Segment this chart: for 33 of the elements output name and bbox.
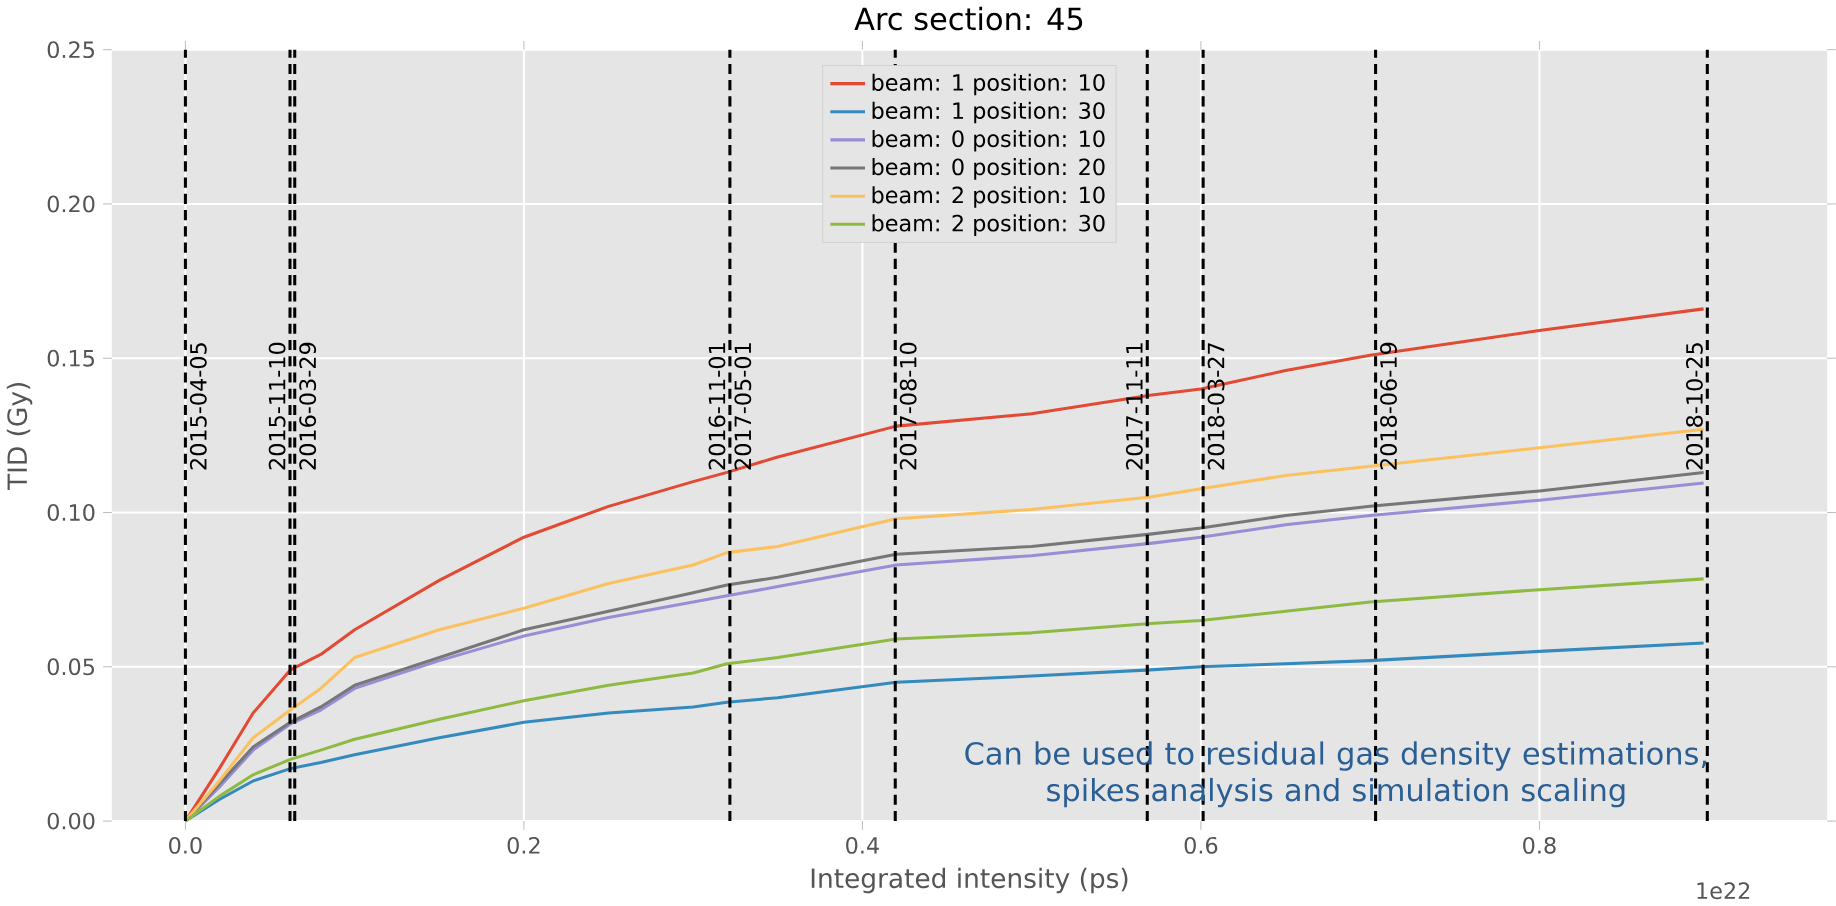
y-axis-title: TID (Gy) xyxy=(6,383,33,491)
x-tick-label: 0.2 xyxy=(507,836,540,854)
x-tick-label: 0.6 xyxy=(1184,836,1218,854)
annotation: 2017-11-11 xyxy=(1125,343,1143,470)
y-tick-label: 0.00 xyxy=(47,812,95,830)
annotation: 2015-11-10 xyxy=(268,342,286,470)
y-tick-label: 0.05 xyxy=(47,658,94,676)
legend-label: beam: 2 position: 10 xyxy=(872,186,1105,208)
annotation: 2018-06-19 xyxy=(1380,342,1397,470)
chart-title: Arc section: 45 xyxy=(854,6,1083,31)
annotation: 2017-05-01 xyxy=(734,343,752,470)
annotation: 2016-03-29 xyxy=(299,342,317,470)
annotation: 2016-11-01 xyxy=(708,343,726,470)
legend-label: beam: 1 position: 30 xyxy=(872,101,1105,124)
annotation: 2018-10-25 xyxy=(1685,343,1703,470)
x-axis-title: Integrated intensity (ps) xyxy=(811,867,1128,894)
legend-label: beam: 1 position: 10 xyxy=(872,73,1105,96)
y-tick-label: 0.20 xyxy=(47,195,95,213)
annotation: 2015-04-05 xyxy=(189,343,207,470)
line-series xyxy=(183,577,1706,823)
y-tick-label: 0.25 xyxy=(47,41,94,59)
annotation: 2018-03-27 xyxy=(1207,343,1225,470)
x-tick-label: 0.0 xyxy=(169,836,202,854)
annotation: 2017-08-10 xyxy=(899,342,917,470)
y-tick-label: 0.15 xyxy=(47,349,94,367)
legend-label: beam: 2 position: 30 xyxy=(872,214,1105,236)
legend-label: beam: 0 position: 10 xyxy=(872,129,1105,152)
annotation: Can be used to residual gas density estimations, spikes analysis and simulation scaling xyxy=(965,741,1707,808)
x-tick-label: 0.4 xyxy=(846,836,879,854)
text: 1e22 xyxy=(1697,882,1750,900)
y-tick-label: 0.10 xyxy=(47,504,95,522)
x-tick-label: 0.8 xyxy=(1523,836,1556,854)
legend-label: beam: 0 position: 20 xyxy=(872,158,1105,180)
